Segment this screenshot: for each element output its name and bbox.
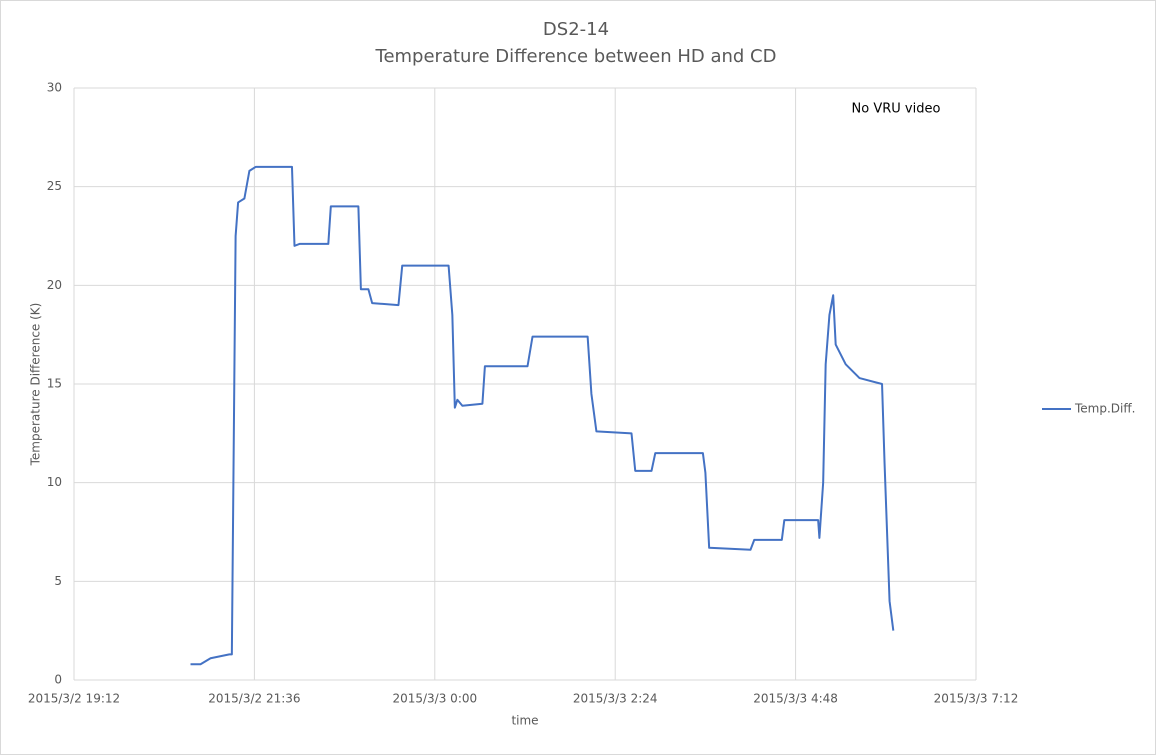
y-tick-label: 20 — [47, 278, 62, 292]
y-tick-label: 30 — [47, 81, 62, 95]
x-tick-label: 2015/3/2 21:36 — [208, 692, 300, 706]
x-tick-label: 2015/3/3 2:24 — [573, 692, 658, 706]
y-tick-label: 25 — [47, 179, 62, 193]
x-tick-label: 2015/3/3 7:12 — [934, 692, 1019, 706]
x-axis-label: time — [511, 714, 538, 728]
y-tick-label: 10 — [47, 475, 62, 489]
y-tick-label: 0 — [54, 673, 62, 687]
y-axis-label: Temperature Difference (K) — [29, 303, 43, 467]
legend-label: Temp.Diff. — [1074, 402, 1135, 416]
chart-subtitle: Temperature Difference between HD and CD — [375, 46, 777, 67]
y-tick-label: 15 — [47, 377, 62, 391]
x-tick-label: 2015/3/3 4:48 — [753, 692, 838, 706]
x-tick-label: 2015/3/3 0:00 — [392, 692, 477, 706]
data-line — [190, 165, 895, 666]
annotation: No VRU video — [852, 102, 941, 117]
y-tick-label: 5 — [54, 574, 62, 588]
x-tick-label: 2015/3/2 19:12 — [28, 692, 120, 706]
chart-title: DS2-14 — [543, 19, 609, 40]
